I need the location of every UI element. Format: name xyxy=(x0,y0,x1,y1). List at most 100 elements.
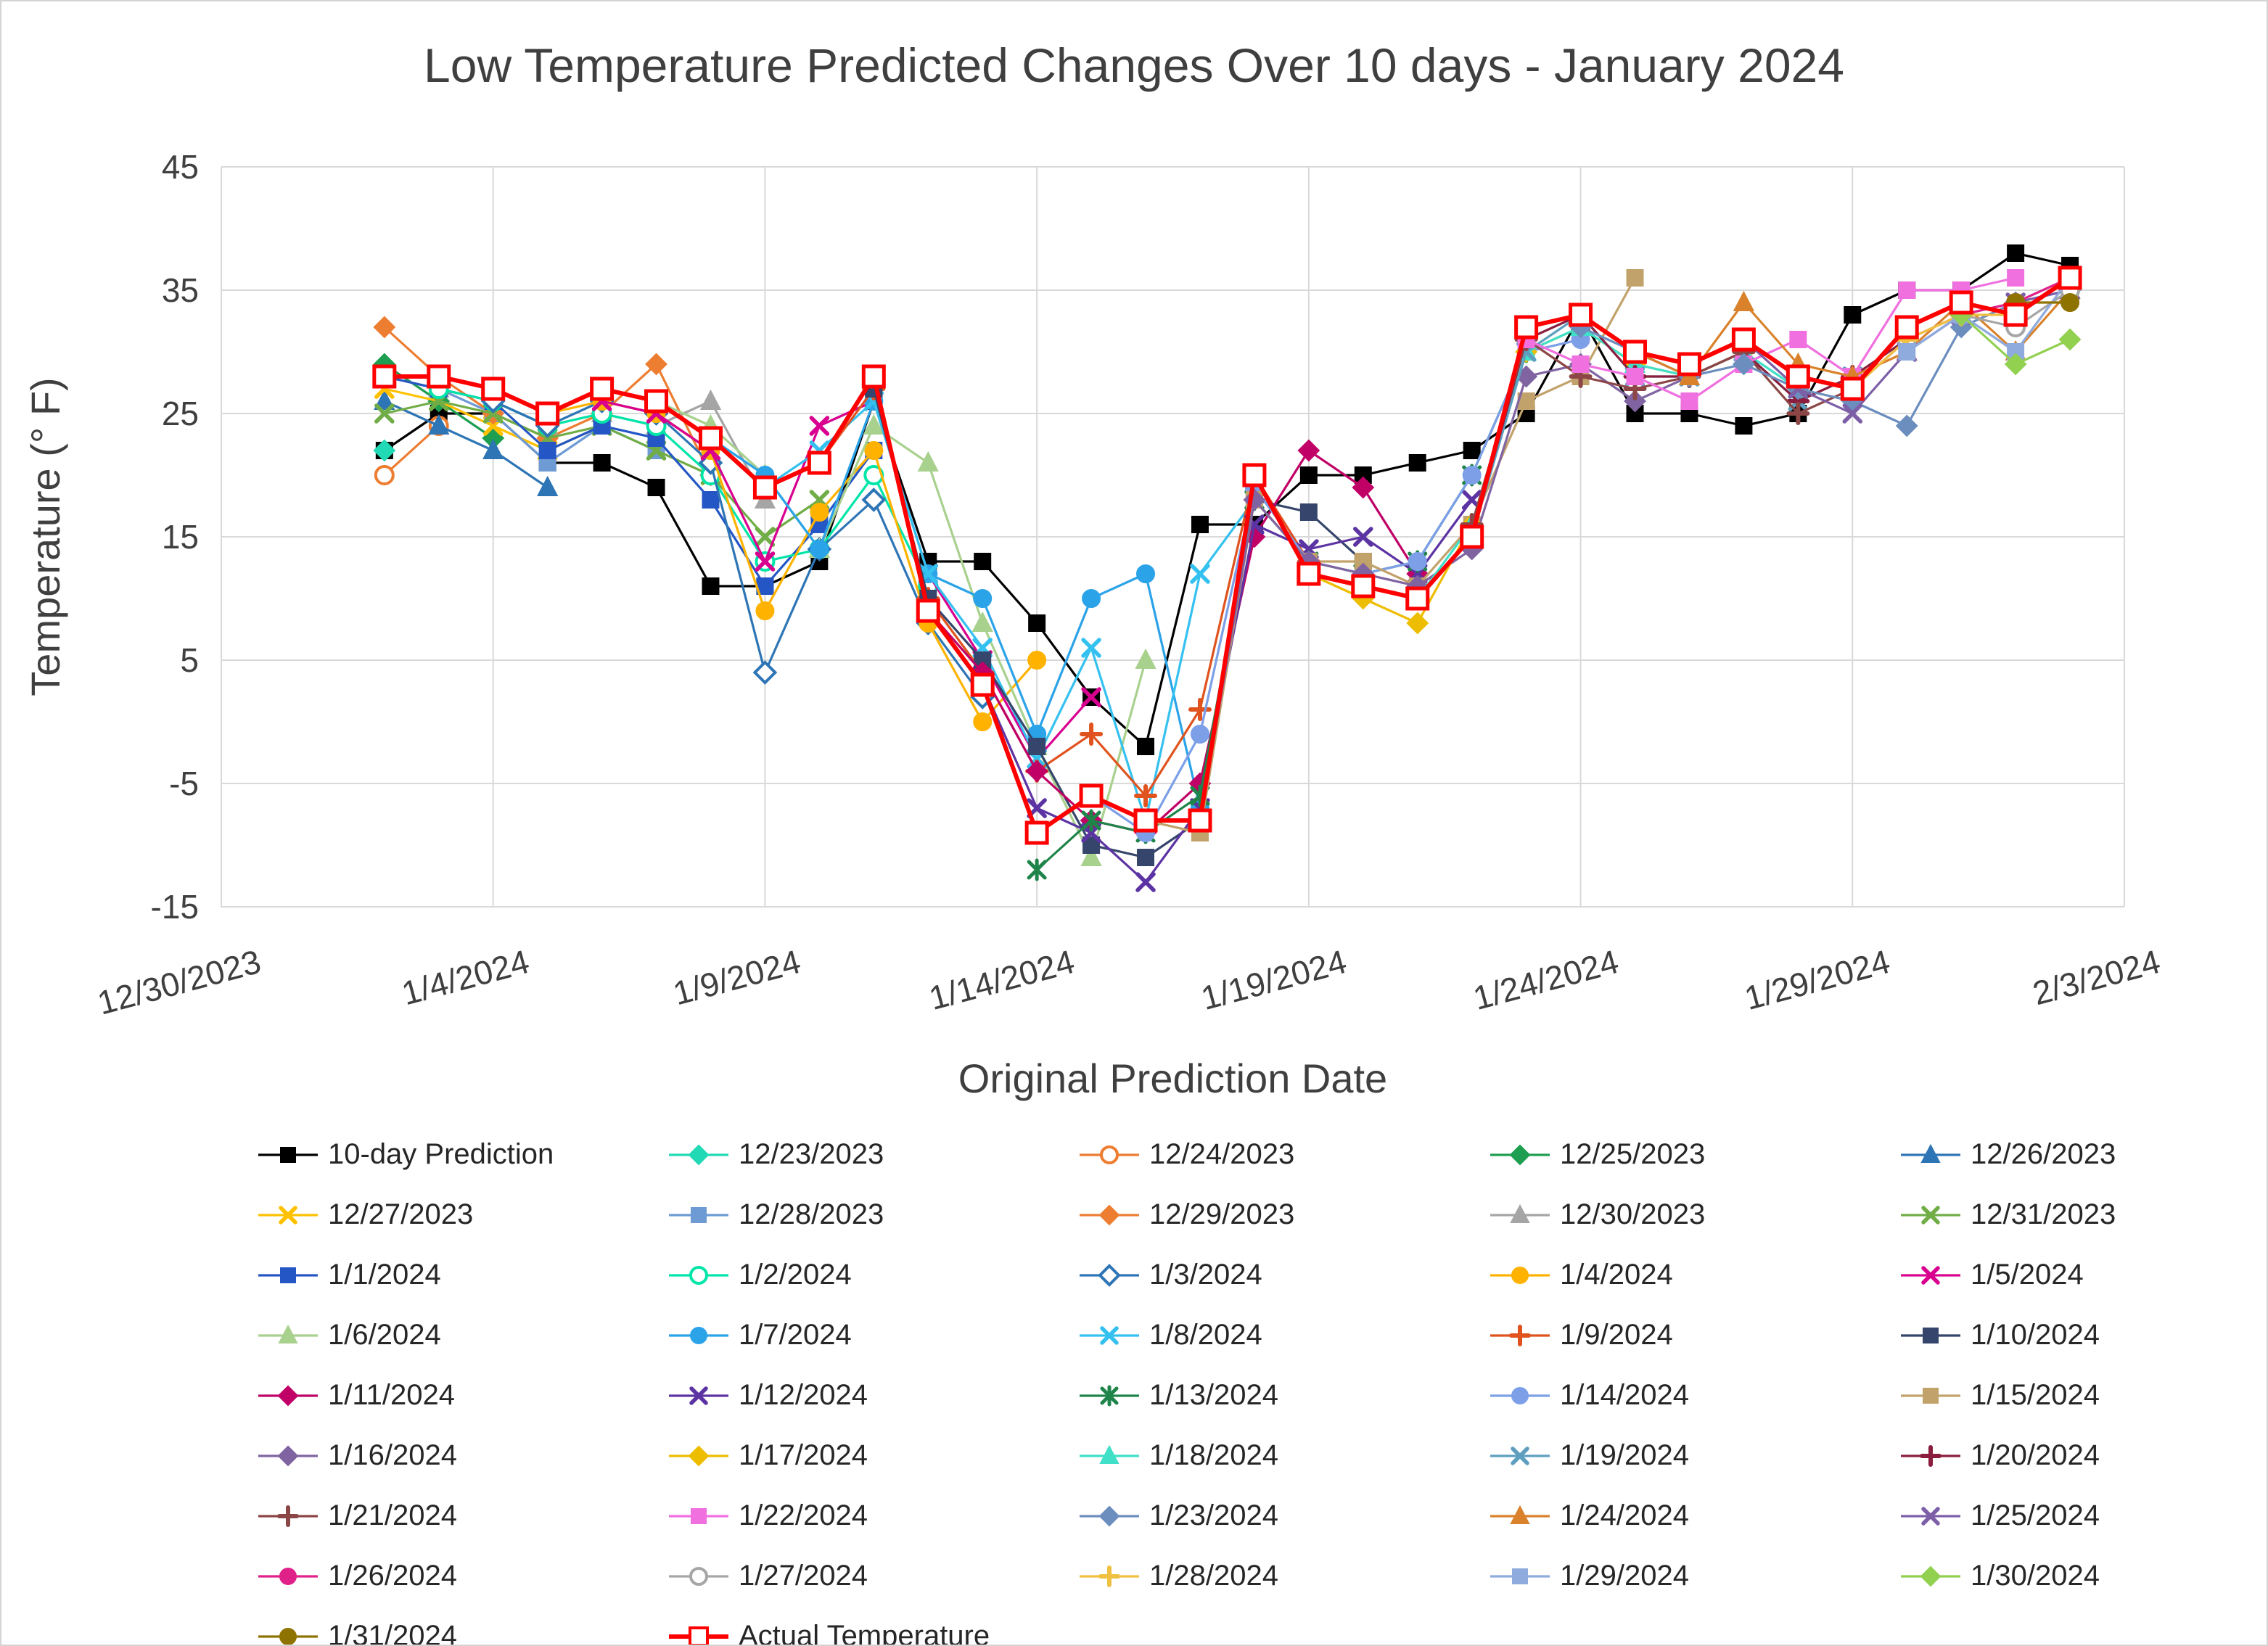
series-1-20-2024 xyxy=(1405,303,1919,610)
legend-marker-icon xyxy=(258,1324,318,1343)
legend-item: 12/28/2023 xyxy=(667,1185,1078,1245)
series-1-19-2024 xyxy=(1353,305,1863,609)
legend-marker-icon xyxy=(1901,1506,1960,1526)
legend-item-label: 1/8/2024 xyxy=(1149,1319,1262,1351)
legend-item: 1/13/2024 xyxy=(1078,1365,1489,1425)
legend-item: 1/2/2024 xyxy=(667,1245,1078,1305)
legend-item: 1/21/2024 xyxy=(257,1486,667,1546)
legend-item: 1/16/2024 xyxy=(257,1425,667,1486)
legend-item-label: 1/19/2024 xyxy=(1560,1439,1689,1471)
legend-marker-icon xyxy=(1490,1324,1550,1346)
legend-marker-icon xyxy=(1490,1505,1550,1524)
legend-item: 1/19/2024 xyxy=(1489,1425,1899,1486)
legend: 10-day Prediction 12/23/2023 12/24/2023 12/… xyxy=(257,1124,2267,1646)
gridlines xyxy=(221,166,2125,908)
legend-item: 1/26/2024 xyxy=(257,1546,667,1606)
y-tick-label: -15 xyxy=(150,888,199,926)
y-tick-label: 5 xyxy=(180,641,199,679)
legend-item-label: 1/20/2024 xyxy=(1971,1439,2100,1471)
legend-marker-icon xyxy=(1490,1266,1550,1284)
legend-item: 1/8/2024 xyxy=(1078,1305,1489,1365)
legend-marker-icon xyxy=(1490,1203,1550,1223)
legend-marker-icon xyxy=(1901,1143,1960,1163)
legend-item: 1/1/2024 xyxy=(257,1245,667,1305)
legend-marker-icon xyxy=(1080,1385,1139,1406)
legend-item: 1/18/2024 xyxy=(1078,1425,1489,1486)
legend-item: 12/23/2023 xyxy=(667,1124,1078,1185)
legend-marker-icon xyxy=(258,1445,318,1466)
chart-title: Low Temperature Predicted Changes Over 1… xyxy=(424,38,1844,92)
legend-item: 12/27/2023 xyxy=(257,1185,667,1245)
legend-marker-icon xyxy=(1080,1204,1139,1225)
legend-item-label: 12/30/2023 xyxy=(1560,1198,1706,1230)
legend-item: 1/15/2024 xyxy=(1899,1365,2267,1425)
legend-marker-icon xyxy=(1901,1387,1960,1404)
legend-marker-icon xyxy=(669,1144,728,1165)
legend-marker-icon xyxy=(258,1385,318,1406)
legend-marker-icon xyxy=(1490,1144,1550,1165)
legend-marker-icon xyxy=(669,1445,728,1466)
legend-item-label: 1/23/2024 xyxy=(1149,1499,1278,1531)
legend-item-label: 12/27/2023 xyxy=(328,1198,474,1230)
x-axis-title: Original Prediction Date xyxy=(958,1056,1388,1101)
series-12-26-2023 xyxy=(374,389,559,496)
legend-item-label: 1/15/2024 xyxy=(1971,1379,2100,1411)
legend-item: 1/30/2024 xyxy=(1899,1546,2267,1606)
legend-item-label: 1/12/2024 xyxy=(739,1379,868,1411)
series-1-5-2024 xyxy=(591,391,1101,769)
legend-item: 1/3/2024 xyxy=(1078,1245,1489,1305)
legend-item: 1/31/2024 xyxy=(257,1606,667,1645)
legend-marker-icon xyxy=(669,1507,728,1524)
legend-item-label: 1/18/2024 xyxy=(1149,1439,1278,1471)
legend-item-label: 1/9/2024 xyxy=(1560,1319,1673,1351)
legend-marker-icon xyxy=(1490,1446,1550,1465)
y-tick-label: 25 xyxy=(161,395,199,432)
legend-item: 12/26/2023 xyxy=(1899,1124,2267,1185)
legend-item: 12/29/2023 xyxy=(1078,1185,1489,1245)
legend-marker-icon xyxy=(1490,1568,1550,1584)
legend-item: 1/11/2024 xyxy=(257,1365,667,1425)
legend-item-label: 1/16/2024 xyxy=(328,1439,457,1471)
series-1-18-2024 xyxy=(1298,315,1809,607)
legend-item-label: 12/26/2023 xyxy=(1971,1138,2116,1170)
legend-item: Actual Temperature xyxy=(667,1606,1078,1646)
y-tick-label: 35 xyxy=(161,271,199,309)
legend-marker-icon xyxy=(258,1505,318,1527)
legend-marker-icon xyxy=(1490,1386,1550,1404)
legend-marker-icon xyxy=(1080,1325,1139,1345)
legend-item-label: 12/28/2023 xyxy=(739,1198,884,1230)
legend-item: 1/4/2024 xyxy=(1489,1245,1899,1305)
legend-item: 1/27/2024 xyxy=(667,1546,1078,1606)
legend-item-label: 1/24/2024 xyxy=(1560,1499,1689,1531)
legend-item: 1/24/2024 xyxy=(1489,1486,1899,1546)
legend-marker-icon xyxy=(669,1566,728,1586)
legend-marker-icon xyxy=(669,1326,728,1344)
legend-item-label: 1/10/2024 xyxy=(1971,1319,2100,1351)
legend-item: 12/31/2023 xyxy=(1899,1185,2267,1245)
legend-marker-icon xyxy=(258,1205,318,1225)
legend-marker-icon xyxy=(1901,1444,1960,1467)
series-10-day-prediction xyxy=(375,244,2079,755)
legend-item: 1/17/2024 xyxy=(667,1425,1078,1486)
legend-item: 1/6/2024 xyxy=(257,1305,667,1365)
legend-item-label: 1/28/2024 xyxy=(1149,1560,1278,1592)
legend-item-label: Actual Temperature xyxy=(739,1620,990,1646)
legend-item-label: 1/27/2024 xyxy=(739,1560,868,1592)
legend-item-label: 1/14/2024 xyxy=(1560,1379,1689,1411)
legend-marker-icon xyxy=(1080,1263,1139,1287)
legend-item-label: 1/11/2024 xyxy=(328,1379,455,1411)
legend-marker-icon xyxy=(669,1206,728,1223)
legend-marker-icon xyxy=(258,1627,318,1645)
legend-marker-icon xyxy=(669,1386,728,1405)
legend-item-label: 12/31/2023 xyxy=(1971,1198,2116,1230)
legend-item-label: 12/23/2023 xyxy=(739,1138,884,1170)
legend-marker-icon xyxy=(669,1265,728,1285)
y-tick-label: -5 xyxy=(169,765,199,802)
legend-item-label: 1/17/2024 xyxy=(739,1439,868,1471)
legend-item-label: 1/26/2024 xyxy=(328,1560,457,1592)
legend-item: 1/14/2024 xyxy=(1489,1365,1899,1425)
legend-item-label: 1/13/2024 xyxy=(1149,1379,1278,1411)
legend-item-label: 1/22/2024 xyxy=(739,1499,868,1531)
legend-item-label: 1/2/2024 xyxy=(739,1259,852,1291)
